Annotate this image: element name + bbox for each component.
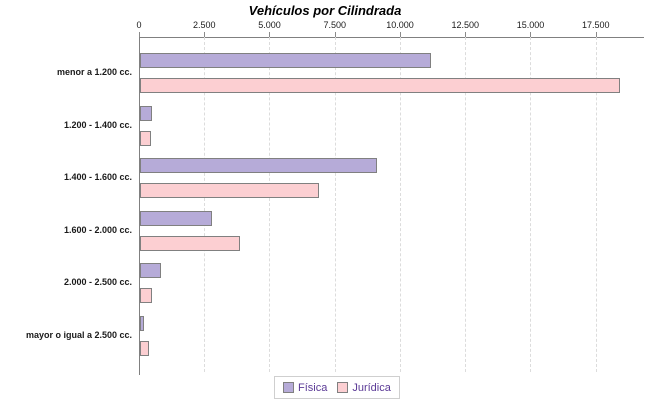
- x-axis-tick-label: 12.500: [451, 20, 479, 30]
- x-axis-tick-label: 7.500: [323, 20, 346, 30]
- gridline: [269, 37, 271, 372]
- x-axis-tick: [465, 32, 467, 37]
- juridica-swatch: [337, 382, 349, 393]
- category-label: menor a 1.200 cc.: [56, 67, 132, 77]
- x-axis-tick: [530, 32, 532, 37]
- legend-label-juridica: Jurídica: [352, 381, 391, 394]
- category-label: 1.400 - 1.600 cc.: [63, 172, 132, 182]
- category-label: mayor o igual a 2.500 cc.: [25, 329, 132, 340]
- x-axis-tick-label: 2.500: [192, 20, 216, 30]
- chart-title: Vehículos por Cilindrada: [248, 3, 402, 18]
- bar-juridica: [140, 288, 152, 303]
- category-label: 1.600 - 2.000 cc.: [63, 224, 132, 235]
- x-axis-tick-label: 10.000: [386, 20, 414, 30]
- legend-item-juridica: Jurídica: [337, 382, 391, 394]
- legend-label-fisica: Física: [298, 381, 328, 394]
- bar-juridica: [140, 130, 151, 146]
- bar-juridica: [140, 78, 620, 93]
- legend: Física Jurídica: [274, 376, 400, 399]
- x-axis-line: [139, 37, 644, 38]
- bar-juridica: [140, 235, 240, 251]
- x-axis-tick-label: 17.500: [581, 20, 610, 30]
- category-label: 1.200 - 1.400 cc.: [63, 119, 132, 130]
- bar-fisica: [140, 263, 161, 278]
- fisica-swatch: [283, 382, 294, 393]
- x-axis-tick: [595, 32, 597, 37]
- bar-juridica: [140, 183, 319, 198]
- category-label: 2.000 - 2.500 cc.: [63, 277, 132, 287]
- gridline: [530, 37, 532, 372]
- bar-fisica: [140, 315, 144, 331]
- y-axis-line: [139, 37, 140, 375]
- legend-item-fisica: Física: [283, 382, 327, 394]
- gridline: [334, 37, 336, 372]
- gridline: [399, 37, 401, 372]
- gridline: [204, 37, 206, 372]
- x-axis-tick-label: 15.000: [516, 20, 545, 30]
- bar-juridica: [140, 340, 149, 356]
- bar-fisica: [140, 158, 377, 173]
- bar-fisica: [140, 105, 152, 121]
- gridline: [465, 37, 467, 372]
- x-axis-tick-label: 0: [136, 20, 142, 30]
- x-axis-tick: [139, 32, 140, 37]
- gridline: [595, 37, 597, 372]
- x-axis-tick-label: 5.000: [258, 20, 281, 30]
- x-axis-tick: [204, 32, 206, 37]
- bar-fisica: [140, 210, 212, 226]
- x-axis-tick: [334, 32, 336, 37]
- bar-fisica: [140, 53, 431, 68]
- x-axis-tick: [399, 32, 401, 37]
- x-axis-tick: [269, 32, 271, 37]
